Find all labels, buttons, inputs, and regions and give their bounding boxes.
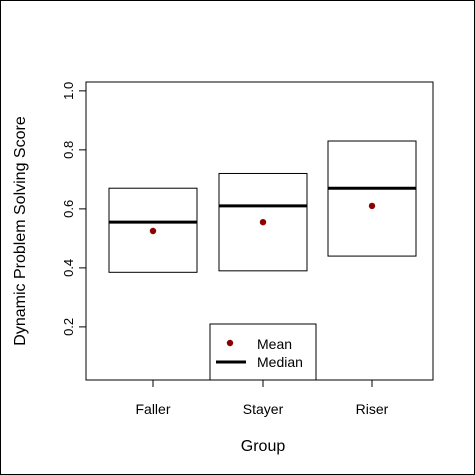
- y-tick-label: 0.4: [61, 259, 76, 277]
- x-tick-label: Faller: [135, 401, 170, 417]
- x-axis: Faller Stayer Riser: [135, 380, 389, 417]
- y-tick-label: 0.8: [61, 141, 76, 159]
- box-faller: [108, 187, 198, 273]
- legend-box: [209, 323, 317, 381]
- mean-point-faller: [149, 227, 157, 235]
- mean-point-riser: [368, 202, 376, 210]
- x-axis-label: Group: [241, 438, 286, 455]
- mean-point-stayer: [259, 218, 267, 226]
- y-tick-label: 0.6: [61, 200, 76, 218]
- x-tick-label: Stayer: [243, 401, 284, 417]
- legend: Mean Median: [209, 323, 317, 381]
- y-axis-label: Dynamic Problem Solving Score: [12, 116, 29, 346]
- legend-median-label: Median: [257, 354, 303, 370]
- box-stayer: [218, 172, 308, 272]
- x-tick-label: Riser: [356, 401, 389, 417]
- box-riser: [327, 140, 417, 257]
- legend-mean-label: Mean: [257, 336, 292, 352]
- y-tick-label: 0.2: [61, 318, 76, 336]
- boxes: [108, 140, 417, 273]
- legend-mean-marker: [226, 339, 234, 347]
- y-axis: 0.2 0.4 0.6 0.8 1.0: [61, 82, 86, 336]
- y-tick-label: 1.0: [61, 82, 76, 100]
